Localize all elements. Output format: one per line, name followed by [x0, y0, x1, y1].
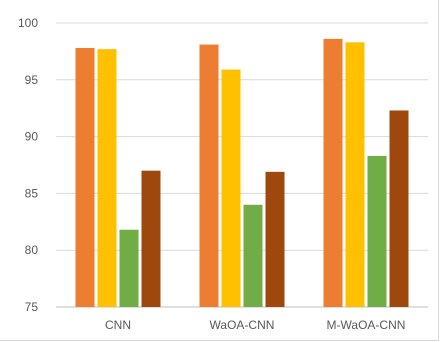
x-tick-label: WaOA-CNN [210, 318, 275, 332]
grid-layer [56, 22, 428, 308]
bar [199, 44, 219, 308]
bar [97, 49, 117, 308]
y-tick-label: 95 [25, 73, 39, 87]
y-tick-label: 100 [18, 16, 38, 30]
y-tick-label: 80 [25, 243, 39, 257]
bar [323, 38, 343, 308]
bar [265, 171, 285, 307]
y-tick-label: 75 [25, 300, 39, 314]
bar [141, 170, 161, 307]
y-tick-label: 90 [25, 130, 39, 144]
bar [75, 47, 95, 307]
bar [119, 229, 139, 307]
bar-layer [75, 38, 409, 308]
axis-layer: 75 80 85 90 95 100 CNN WaOA-CNN M-WaOA-CNN [18, 16, 405, 332]
x-tick-label: M-WaOA-CNN [327, 318, 406, 332]
bar [221, 69, 241, 308]
y-tick-label: 85 [25, 186, 39, 200]
bar [367, 155, 387, 307]
bar [389, 110, 409, 307]
x-tick-label: CNN [105, 318, 131, 332]
bar [243, 204, 263, 307]
bar [345, 42, 365, 307]
